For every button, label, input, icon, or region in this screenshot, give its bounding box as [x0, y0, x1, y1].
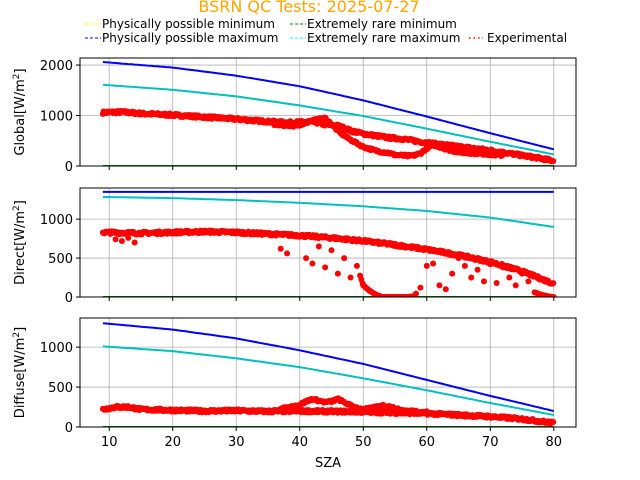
legend-label-phys-min: Physically possible minimum — [102, 17, 275, 31]
axes-frame-diffuse — [79, 317, 577, 428]
y-axis-label-diffuse: Diffuse[W/m2] — [12, 327, 28, 418]
axes-frame-global — [79, 57, 577, 167]
x-tick-label: 30 — [228, 435, 245, 450]
data-point — [442, 286, 449, 293]
data-point — [125, 234, 132, 241]
data-point — [322, 264, 329, 271]
data-point — [277, 245, 284, 252]
panel-direct: 0 500 1000 Direct[W/m2] — [12, 187, 577, 306]
x-tick-label: 20 — [164, 435, 181, 450]
panels: 010002000Global[W/m2]05001000Direct[W/m2… — [12, 57, 577, 450]
data-point — [455, 255, 462, 262]
data-point — [118, 237, 125, 244]
series-experimental-diffuse — [99, 395, 557, 427]
x-axis-label: SZA — [315, 456, 341, 471]
y-axis-label-global: Global[W/m2] — [12, 68, 28, 155]
panel-global: 0 1000 2000 Global[W/m2] — [12, 57, 577, 175]
x-tick-label: 50 — [355, 435, 372, 450]
plot-area-direct — [99, 190, 557, 297]
data-point — [499, 152, 506, 159]
y-tick-label: 0 — [65, 421, 73, 436]
data-point — [480, 278, 487, 285]
data-point — [436, 282, 443, 289]
data-point — [519, 270, 526, 277]
legend-entry-phys-min: Physically possible minimum — [85, 17, 275, 31]
legend-entry-experimental: Experimental — [469, 31, 567, 45]
data-point — [499, 264, 506, 271]
line-extremely-rare-maximum-global — [102, 83, 554, 156]
data-point — [284, 250, 291, 257]
data-point — [461, 262, 468, 269]
legend: Physically possible minimum Extremely ra… — [85, 17, 567, 45]
data-point — [412, 290, 419, 297]
data-point — [549, 293, 556, 297]
y-tick-label: 0 — [65, 160, 73, 175]
line-extremely-rare-maximum-diffuse — [102, 345, 554, 416]
data-point — [341, 255, 348, 262]
y-tick-label: 500 — [48, 381, 73, 396]
legend-entry-rare-max: Extremely rare maximum — [290, 31, 460, 45]
legend-label-experimental: Experimental — [487, 31, 567, 45]
data-point — [468, 274, 475, 281]
data-point — [334, 270, 341, 277]
data-point — [430, 260, 437, 267]
plot-area-global — [99, 61, 557, 166]
legend-label-rare-min: Extremely rare minimum — [307, 17, 457, 31]
series-experimental-direct — [99, 227, 557, 297]
series-experimental-global — [99, 107, 557, 165]
y-axis-label-direct: Direct[W/m2] — [12, 200, 28, 285]
panel-diffuse: 10 20 30 40 50 60 70 80 0 500 1000 Diffuse[W/m2] — [12, 317, 577, 450]
data-point — [474, 266, 481, 273]
data-point — [315, 243, 322, 250]
legend-label-phys-max: Physically possible maximum — [102, 31, 278, 45]
data-point — [423, 408, 430, 415]
data-point — [309, 260, 316, 267]
data-point — [131, 239, 138, 246]
line-extremely-rare-maximum-direct — [102, 196, 554, 228]
x-tick-label: 40 — [291, 435, 308, 450]
y-tick-label: 500 — [48, 252, 73, 267]
data-point — [506, 274, 513, 281]
y-tick-label: 0 — [65, 291, 73, 306]
data-point — [328, 247, 335, 254]
data-point — [449, 270, 456, 277]
legend-label-rare-max: Extremely rare maximum — [307, 31, 460, 45]
data-point — [550, 158, 557, 165]
x-tick-label: 80 — [545, 435, 562, 450]
axes-frame-direct — [79, 187, 577, 298]
y-tick-label: 1000 — [40, 213, 73, 228]
data-point — [303, 255, 310, 262]
y-tick-label: 1000 — [40, 341, 73, 356]
plot-area-diffuse — [99, 322, 557, 427]
data-point — [112, 236, 119, 243]
x-tick-label: 10 — [101, 435, 118, 450]
legend-entry-rare-min: Extremely rare minimum — [290, 17, 457, 31]
data-point — [493, 279, 500, 286]
data-point — [550, 419, 557, 426]
line-physically-possible-maximum-diffuse — [102, 322, 555, 412]
x-tick-label: 70 — [482, 435, 499, 450]
y-tick-label: 1000 — [40, 110, 73, 125]
legend-entry-phys-max: Physically possible maximum — [85, 31, 278, 45]
x-tick-label: 60 — [418, 435, 435, 450]
data-point — [347, 274, 354, 281]
line-physically-possible-maximum-global — [102, 61, 555, 151]
data-point — [417, 284, 424, 291]
data-point — [550, 280, 557, 287]
data-point — [353, 262, 360, 269]
chart-title: BSRN QC Tests: 2025-07-27 — [198, 0, 419, 16]
y-tick-label: 2000 — [40, 59, 73, 74]
data-point — [423, 262, 430, 269]
data-point — [512, 282, 519, 289]
data-point — [525, 278, 532, 285]
data-point — [487, 261, 494, 268]
